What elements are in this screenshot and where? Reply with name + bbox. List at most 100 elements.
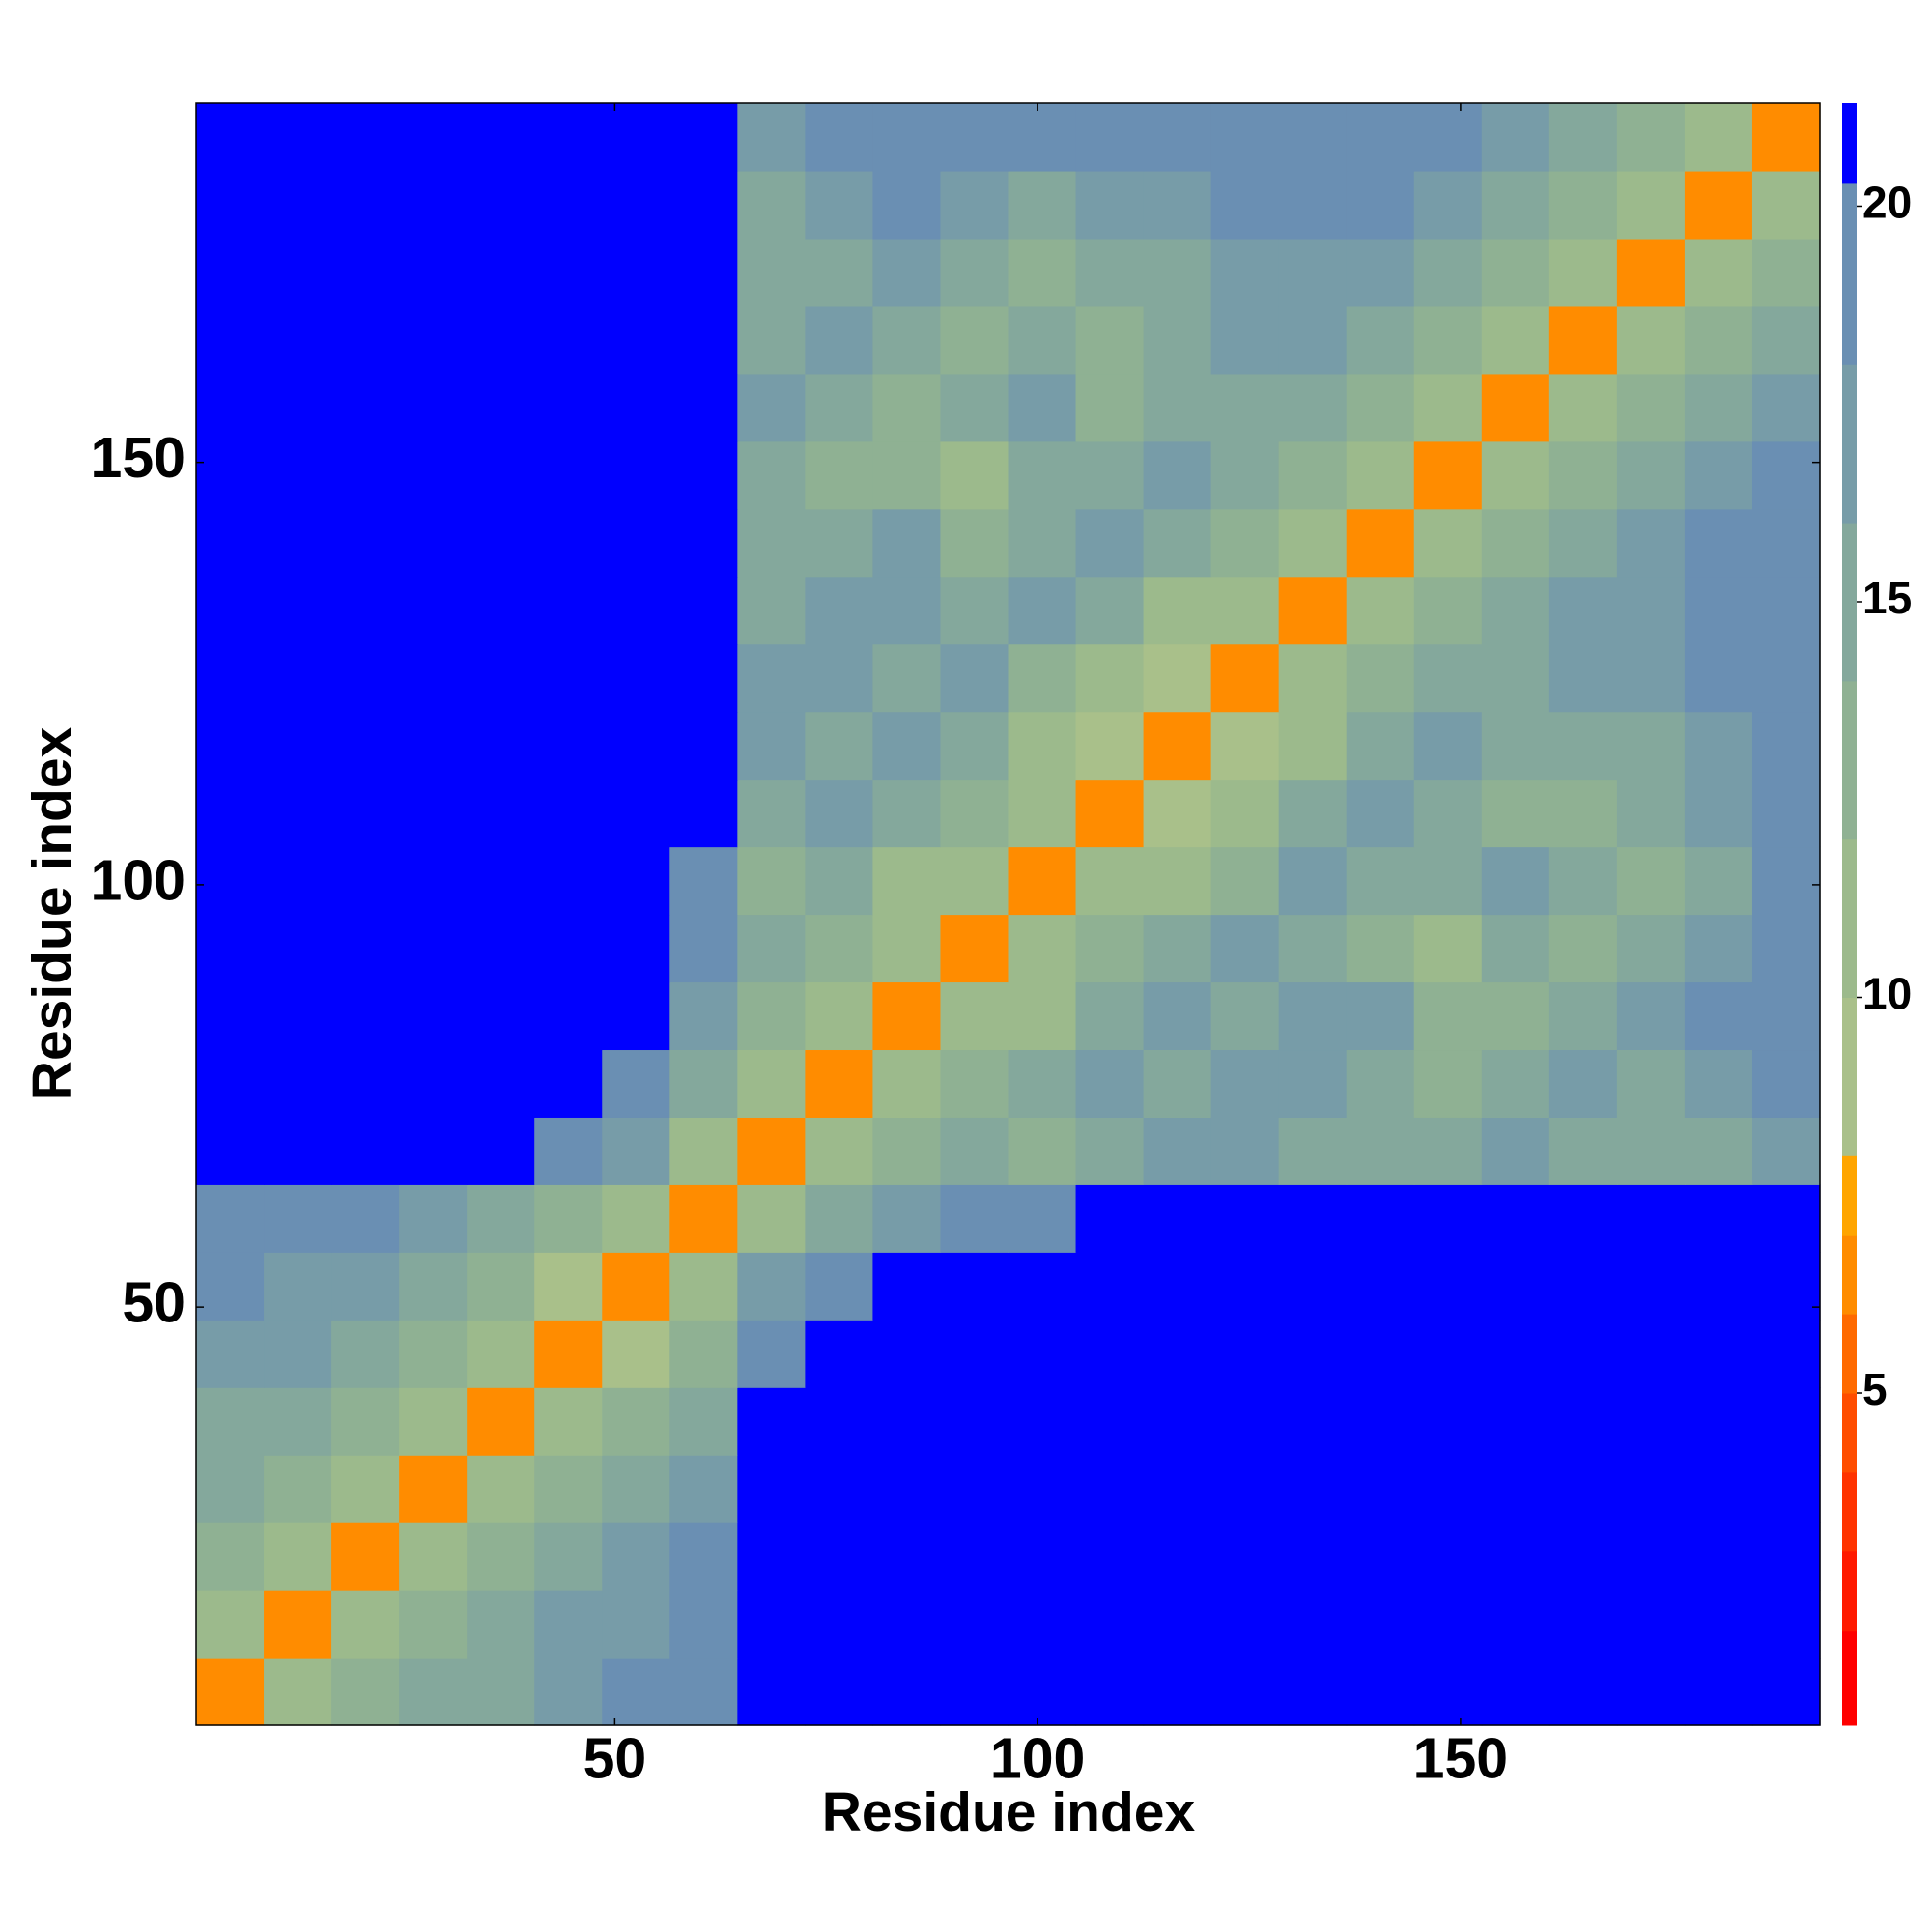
- heat-cell: [1616, 440, 1686, 510]
- heat-cell: [1210, 1252, 1280, 1321]
- heat-cell: [872, 1117, 942, 1185]
- heat-cell: [1008, 1387, 1077, 1456]
- heat-cell: [534, 1658, 603, 1726]
- heat-cell: [331, 1522, 400, 1591]
- heat-cell: [1751, 643, 1821, 713]
- heat-cell: [669, 170, 738, 240]
- heat-cell: [602, 1252, 670, 1321]
- heat-cell: [1684, 914, 1753, 983]
- heat-cell: [1616, 1117, 1686, 1185]
- heat-cell: [1548, 305, 1618, 375]
- heat-cell: [467, 170, 535, 240]
- heat-cell: [872, 103, 942, 172]
- heat-cell: [1210, 779, 1280, 848]
- heat-cell: [872, 846, 942, 916]
- colorbar-band: [1842, 1314, 1857, 1394]
- heat-cell: [1413, 508, 1483, 578]
- heat-cell: [264, 1658, 332, 1726]
- heat-cell: [669, 1252, 738, 1321]
- heat-cell: [1616, 305, 1686, 375]
- heat-cell: [1616, 1252, 1686, 1321]
- heat-cell: [1008, 1252, 1077, 1321]
- heat-cell: [1751, 981, 1821, 1051]
- heat-cell: [1684, 1522, 1753, 1591]
- heat-cell: [1481, 1455, 1550, 1523]
- heat-cell: [1413, 170, 1483, 240]
- heat-cell: [737, 238, 806, 307]
- colorbar-band: [1842, 523, 1857, 682]
- heat-cell: [602, 779, 670, 848]
- colorbar-band: [1842, 997, 1857, 1156]
- heat-cell: [1143, 779, 1212, 848]
- heat-cell: [264, 1320, 332, 1388]
- heat-cell: [1413, 914, 1483, 983]
- heat-cell: [331, 1455, 400, 1523]
- heat-cell: [399, 1320, 468, 1388]
- heat-cell: [467, 981, 535, 1051]
- heat-cell: [196, 981, 265, 1051]
- heat-cell: [1008, 914, 1077, 983]
- heat-cell: [1075, 914, 1145, 983]
- heat-cell: [1075, 711, 1145, 781]
- heat-cell: [1075, 576, 1145, 645]
- heat-cell: [1143, 914, 1212, 983]
- heat-cell: [264, 305, 332, 375]
- heat-cell: [940, 914, 1009, 983]
- heat-cell: [264, 576, 332, 645]
- heat-cell: [196, 103, 265, 172]
- heat-cell: [1210, 103, 1280, 172]
- heat-cell: [264, 170, 332, 240]
- heat-cell: [1616, 711, 1686, 781]
- heat-cell: [534, 1455, 603, 1523]
- heat-cell: [1684, 1590, 1753, 1659]
- heat-cell: [1278, 846, 1348, 916]
- heat-cell: [331, 1320, 400, 1388]
- heat-cell: [399, 1049, 468, 1118]
- heat-cell: [534, 1184, 603, 1253]
- heat-cell: [1413, 1590, 1483, 1659]
- heat-cell: [940, 1658, 1009, 1726]
- heat-cell: [1684, 305, 1753, 375]
- heat-cell: [1278, 981, 1348, 1051]
- heat-cell: [872, 170, 942, 240]
- heat-cell: [264, 779, 332, 848]
- heat-cell: [1548, 1590, 1618, 1659]
- heat-cell: [1075, 1184, 1145, 1253]
- heat-cell: [1143, 103, 1212, 172]
- heat-cell: [1684, 846, 1753, 916]
- heat-cell: [940, 1522, 1009, 1591]
- heat-cell: [1008, 373, 1077, 442]
- heat-cell: [467, 1658, 535, 1726]
- heat-cell: [1684, 779, 1753, 848]
- heat-cell: [1684, 373, 1753, 442]
- heat-cell: [1075, 643, 1145, 713]
- heat-cell: [669, 1455, 738, 1523]
- heat-cell: [602, 373, 670, 442]
- heat-cell: [940, 103, 1009, 172]
- heat-cell: [805, 170, 874, 240]
- heat-cell: [872, 1455, 942, 1523]
- heat-cell: [1616, 238, 1686, 307]
- heat-cell: [1481, 1049, 1550, 1118]
- heat-cell: [872, 305, 942, 375]
- heat-cell: [1278, 170, 1348, 240]
- heat-cell: [196, 1252, 265, 1321]
- heat-cell: [399, 1590, 468, 1659]
- heat-cell: [1413, 981, 1483, 1051]
- heat-cell: [669, 373, 738, 442]
- heat-cell: [1548, 779, 1618, 848]
- heat-cell: [399, 846, 468, 916]
- heat-cell: [264, 711, 332, 781]
- heat-cell: [669, 643, 738, 713]
- heat-cell: [1413, 1455, 1483, 1523]
- heat-cell: [805, 981, 874, 1051]
- heat-cell: [669, 1184, 738, 1253]
- heat-cell: [196, 779, 265, 848]
- heat-cell: [1481, 643, 1550, 713]
- heat-cell: [467, 1590, 535, 1659]
- heat-cell: [1008, 1658, 1077, 1726]
- heat-cell: [467, 1455, 535, 1523]
- heat-cell: [1548, 1387, 1618, 1456]
- heat-cell: [331, 305, 400, 375]
- heat-cell: [940, 1320, 1009, 1388]
